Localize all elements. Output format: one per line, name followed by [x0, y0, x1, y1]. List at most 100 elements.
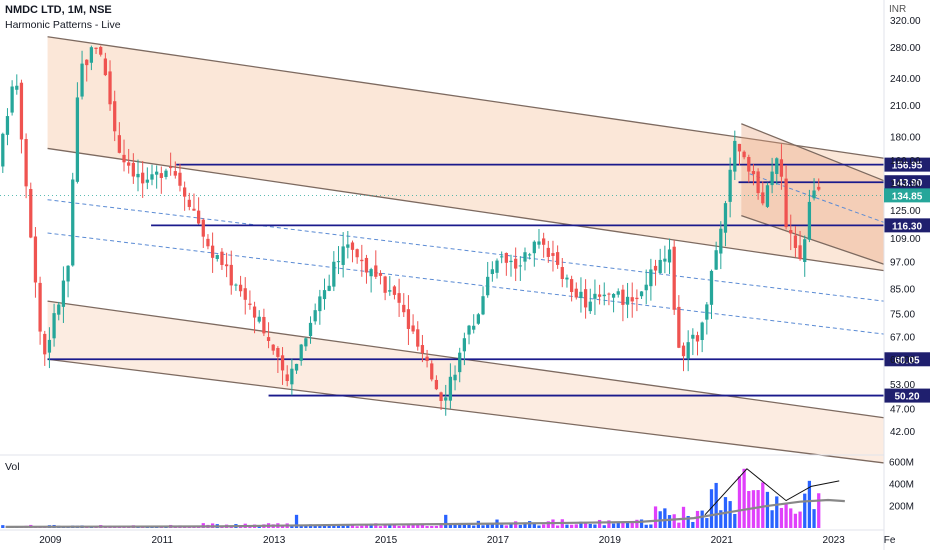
candle-body	[406, 309, 411, 329]
volume-bar	[709, 489, 714, 528]
candle-body	[779, 159, 784, 177]
candle-body	[318, 296, 322, 312]
volume-bar	[663, 508, 667, 528]
chart-title: NMDC LTD, 1M, NSE	[5, 4, 112, 16]
candle-body	[220, 251, 224, 265]
volume-bar	[280, 525, 285, 528]
volume-bar	[509, 522, 513, 528]
y-tick-label: 320.00	[890, 16, 921, 27]
volume-bar	[607, 520, 611, 528]
candle-body	[29, 189, 33, 238]
candle-series	[1, 45, 821, 416]
level-label-1: 143.90	[892, 178, 923, 189]
candle-body	[19, 82, 24, 140]
candle-body	[327, 285, 331, 291]
candle-body	[192, 208, 196, 211]
currency-label: INR	[889, 4, 906, 15]
candle-body	[723, 203, 728, 233]
candle-body	[136, 173, 140, 178]
candle-body	[611, 293, 616, 298]
last-price-tag	[884, 188, 930, 203]
candle-body	[756, 171, 760, 194]
candle-body	[43, 333, 47, 355]
volume-bar	[383, 524, 387, 528]
y-tick-label: 53.00	[890, 380, 915, 391]
volume-bar	[462, 524, 467, 528]
volume-bar	[653, 506, 658, 528]
candle-body	[33, 236, 38, 283]
candle-body	[672, 246, 676, 310]
level-tag-2	[884, 218, 930, 233]
candle-body	[751, 171, 756, 175]
volume-bar	[649, 524, 653, 528]
candle-body	[607, 293, 611, 295]
candle-body	[243, 288, 247, 300]
y-tick-label: 60.00	[890, 355, 915, 366]
volume-bar	[574, 524, 578, 528]
candle-body	[262, 316, 266, 334]
volume-bar	[597, 519, 602, 528]
candle-body	[178, 172, 182, 186]
x-tick-label: 2023	[823, 535, 846, 546]
candle-body	[644, 284, 648, 291]
candle-body	[742, 151, 746, 158]
candle-body	[528, 254, 532, 256]
candle-body	[173, 171, 177, 176]
candle-body	[280, 355, 285, 371]
volume-bar	[635, 519, 639, 528]
volume-bar	[686, 515, 690, 528]
candle-body	[653, 265, 658, 271]
volume-bar	[588, 523, 592, 528]
volume-bar	[546, 521, 550, 528]
candle-body	[681, 345, 686, 357]
volume-bar	[803, 493, 807, 528]
candle-body	[453, 374, 457, 381]
candle-body	[75, 97, 80, 182]
channel-fill-1	[47, 301, 885, 463]
candle-body	[430, 363, 434, 380]
volume-bar	[793, 513, 798, 528]
candle-body	[798, 245, 802, 260]
y-tick-label: 160.00	[890, 156, 921, 167]
volume-bar	[1, 525, 5, 528]
volume-average-line	[5, 498, 845, 529]
channel-midline-0	[47, 199, 885, 302]
candle-body	[714, 250, 718, 270]
candle-body	[169, 166, 173, 169]
volume-bar	[420, 523, 425, 528]
candle-body	[649, 269, 653, 287]
volume-bar	[621, 522, 625, 528]
candle-body	[812, 190, 816, 199]
level-lines: 156.95 143.90 116.30 60.05 50.20	[47, 157, 930, 403]
volume-bar	[625, 521, 630, 528]
candle-body	[294, 363, 299, 371]
volume-bar	[448, 524, 453, 528]
candle-body	[658, 259, 662, 273]
volume-bar	[817, 493, 821, 528]
volume-bar	[784, 503, 788, 528]
volume-bar	[378, 526, 383, 528]
volume-bar	[458, 524, 462, 528]
candle-body	[206, 238, 210, 247]
y-tick-label: 75.00	[890, 310, 915, 321]
level-label-4: 50.20	[894, 392, 919, 403]
candle-body	[481, 296, 485, 315]
candle-body	[378, 273, 383, 276]
volume-tick-label: 200M	[889, 502, 914, 513]
volume-bar	[733, 513, 737, 528]
volume-bar	[369, 523, 373, 528]
candle-body	[472, 325, 476, 330]
volume-bar	[364, 525, 369, 528]
candle-body	[616, 291, 620, 295]
candle-body	[141, 172, 145, 184]
candle-body	[94, 47, 98, 49]
candle-body	[66, 265, 70, 282]
candle-body	[341, 246, 345, 265]
candle-body	[775, 158, 779, 174]
volume-bar	[472, 525, 476, 528]
candle-body	[458, 352, 462, 373]
candle-body	[257, 316, 261, 322]
candle-body	[635, 297, 639, 300]
